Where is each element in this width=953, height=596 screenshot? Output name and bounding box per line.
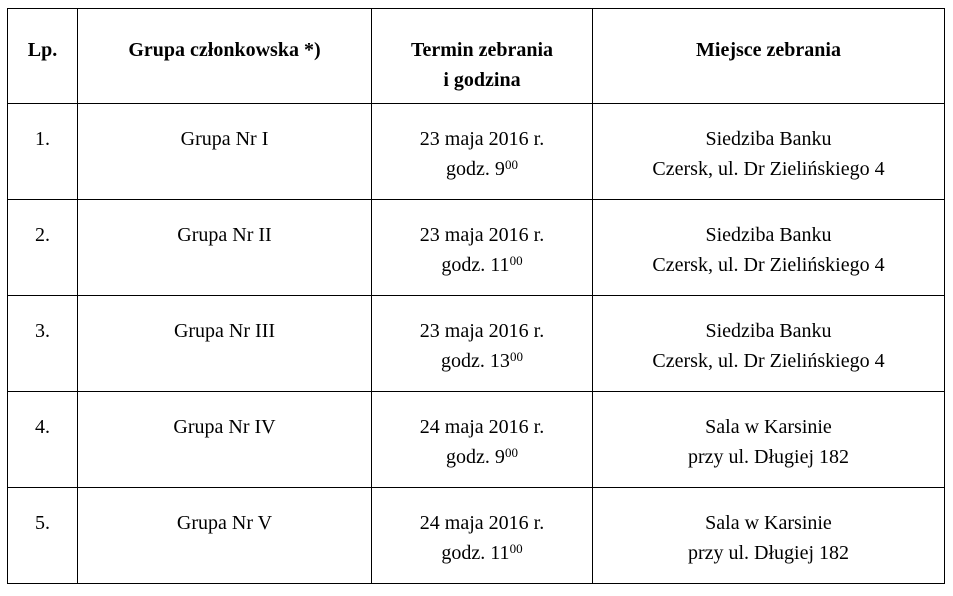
meetings-table: Lp. Grupa członkowska *) Termin zebrania… — [7, 8, 945, 584]
cell-time: godz. 11 — [441, 254, 510, 276]
cell-date: 23 maja 2016 r. — [419, 320, 545, 342]
cell-term: 24 maja 2016 r. godz. 900 — [371, 391, 593, 488]
cell-time-minutes: 00 — [509, 541, 523, 556]
cell-group: Grupa Nr V — [77, 487, 372, 584]
cell-place: Sala w Karsinie przy ul. Długiej 182 — [592, 391, 945, 488]
cell-time-minutes: 00 — [509, 349, 523, 364]
cell-place-line1: Siedziba Banku — [705, 320, 832, 342]
cell-place-line1: Siedziba Banku — [705, 128, 832, 150]
cell-place-line1: Sala w Karsinie — [705, 512, 832, 534]
header-row: Lp. Grupa członkowska *) Termin zebrania… — [7, 8, 945, 104]
table-row: 3. Grupa Nr III 23 maja 2016 r. godz. 130… — [7, 295, 945, 392]
table-row: 2. Grupa Nr II 23 maja 2016 r. godz. 1100… — [7, 199, 945, 296]
cell-time: godz. 9 — [446, 158, 505, 180]
cell-time-minutes: 00 — [504, 445, 518, 460]
cell-place: Siedziba Banku Czersk, ul. Dr Zielińskieg… — [592, 103, 945, 200]
cell-place: Siedziba Banku Czersk, ul. Dr Zielińskieg… — [592, 199, 945, 296]
header-lp: Lp. — [7, 8, 78, 104]
cell-place-line1: Sala w Karsinie — [705, 416, 832, 438]
cell-place-line1: Siedziba Banku — [705, 224, 832, 246]
cell-place-line2: przy ul. Długiej 182 — [687, 542, 850, 564]
header-term-line2: i godzina — [443, 69, 521, 91]
header-place: Miejsce zebrania — [592, 8, 945, 104]
cell-term: 23 maja 2016 r. godz. 1100 — [371, 199, 593, 296]
cell-time: godz. 13 — [441, 350, 510, 372]
cell-place-line2: Czersk, ul. Dr Zielińskiego 4 — [652, 350, 885, 372]
cell-date: 24 maja 2016 r. — [419, 416, 545, 438]
cell-group: Grupa Nr III — [77, 295, 372, 392]
cell-place: Siedziba Banku Czersk, ul. Dr Zielińskieg… — [592, 295, 945, 392]
cell-date: 23 maja 2016 r. — [419, 224, 545, 246]
cell-time: godz. 9 — [446, 446, 505, 468]
header-group: Grupa członkowska *) — [77, 8, 372, 104]
cell-term: 23 maja 2016 r. godz. 900 — [371, 103, 593, 200]
cell-lp: 1. — [7, 103, 78, 200]
cell-lp: 2. — [7, 199, 78, 296]
cell-lp: 5. — [7, 487, 78, 584]
cell-term: 24 maja 2016 r. godz. 1100 — [371, 487, 593, 584]
cell-term: 23 maja 2016 r. godz. 1300 — [371, 295, 593, 392]
cell-place: Sala w Karsinie przy ul. Długiej 182 — [592, 487, 945, 584]
cell-date: 23 maja 2016 r. — [419, 128, 545, 150]
table-row: 5. Grupa Nr V 24 maja 2016 r. godz. 1100 … — [7, 487, 945, 584]
table-row: 1. Grupa Nr I 23 maja 2016 r. godz. 900 S… — [7, 103, 945, 200]
cell-time-minutes: 00 — [504, 157, 518, 172]
cell-lp: 3. — [7, 295, 78, 392]
header-term: Termin zebrania i godzina — [371, 8, 593, 104]
cell-place-line2: przy ul. Długiej 182 — [687, 446, 850, 468]
cell-lp: 4. — [7, 391, 78, 488]
cell-time-minutes: 00 — [509, 253, 523, 268]
cell-date: 24 maja 2016 r. — [419, 512, 545, 534]
table-row: 4. Grupa Nr IV 24 maja 2016 r. godz. 900 … — [7, 391, 945, 488]
header-term-line1: Termin zebrania — [410, 39, 554, 61]
cell-group: Grupa Nr I — [77, 103, 372, 200]
cell-group: Grupa Nr II — [77, 199, 372, 296]
cell-time: godz. 11 — [441, 542, 510, 564]
cell-place-line2: Czersk, ul. Dr Zielińskiego 4 — [652, 254, 885, 276]
cell-place-line2: Czersk, ul. Dr Zielińskiego 4 — [652, 158, 885, 180]
cell-group: Grupa Nr IV — [77, 391, 372, 488]
